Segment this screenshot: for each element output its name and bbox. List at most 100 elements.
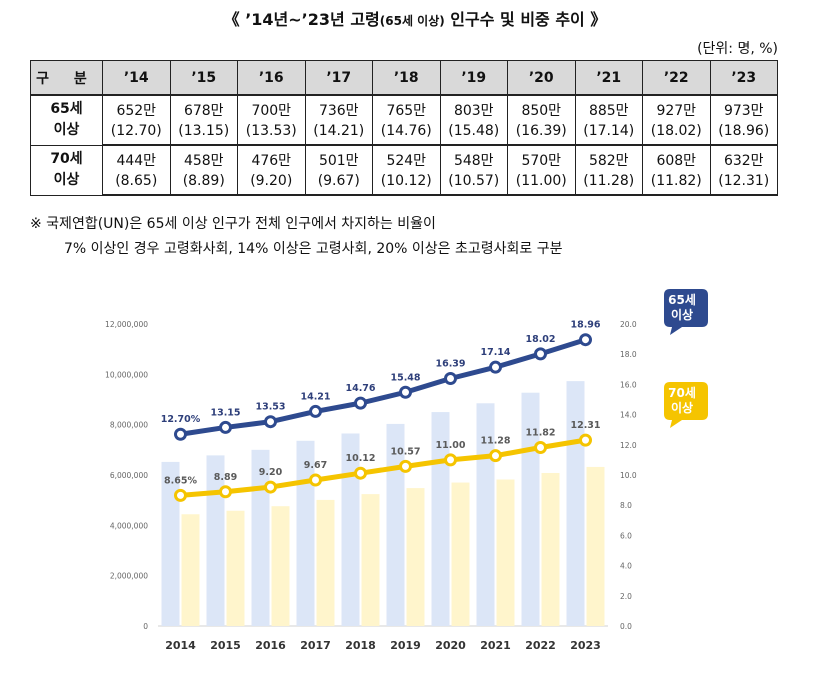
- row-label-line2: 이상: [53, 172, 80, 188]
- right-axis-tick-label: 14.0: [620, 411, 637, 420]
- title-text-end: 인구수 및 비중 추이 》: [444, 10, 607, 29]
- ratio-70-point: [264, 480, 277, 494]
- ratio-65-data-label: 18.96: [570, 320, 600, 331]
- left-axis-tick-label: 0: [143, 622, 148, 631]
- ratio-65-point: [219, 420, 232, 434]
- ratio-70-point: [219, 485, 232, 499]
- bar-65-population: [161, 461, 180, 626]
- table-cell: 700만: [237, 94, 306, 120]
- right-axis-tick-label: 18.0: [620, 350, 637, 359]
- footnote: ※ 국제연합(UN)은 65세 이상 인구가 전체 인구에서 차지하는 비율이 …: [30, 212, 563, 262]
- ratio-70-line: [180, 437, 586, 498]
- table-cell: (10.12): [372, 170, 441, 196]
- ratio-70-data-label: 8.65%: [164, 475, 197, 486]
- left-axis-tick-label: 4,000,000: [110, 521, 148, 530]
- ratio-65-data-label: 17.14: [480, 347, 510, 358]
- left-axis-tick-label: 12,000,000: [105, 320, 148, 329]
- right-axis-tick-label: 20.0: [620, 320, 637, 329]
- ratio-65-point: [174, 427, 187, 441]
- bar-70-population: [271, 506, 290, 626]
- bar-70-population: [406, 488, 425, 626]
- table-row-70-counts: 70세 이상 444만 458만 476만 501만 524만 548만 570만…: [30, 144, 778, 196]
- table-header-year: ’18: [372, 60, 441, 96]
- ratio-65-data-label: 14.76: [345, 383, 375, 394]
- table-cell: 973만: [709, 94, 778, 120]
- table-cell: (8.89): [169, 170, 238, 196]
- ratio-70-data-label: 10.12: [345, 453, 375, 464]
- ratio-70-data-label: 12.31: [570, 420, 600, 431]
- bar-70-population: [586, 466, 605, 626]
- x-axis-tick-label: 2014: [165, 639, 196, 652]
- ratio-65-callout-line2: 이상: [671, 307, 693, 322]
- ratio-70-callout-line2: 이상: [671, 400, 693, 415]
- table-cell: (11.82): [642, 170, 711, 196]
- table-cell: 927만: [642, 94, 711, 120]
- ratio-65-point: [489, 360, 502, 374]
- ratio-65-callout: [662, 289, 708, 335]
- table-cell: 632만: [709, 144, 778, 170]
- row-label-65: 65세 이상: [30, 94, 103, 146]
- right-axis-tick-label: 0.0: [620, 622, 632, 631]
- table-cell: (13.53): [237, 120, 306, 146]
- ratio-65-point: [534, 347, 547, 361]
- left-axis-tick-label: 2,000,000: [110, 572, 148, 581]
- bar-70-population: [361, 494, 380, 626]
- bar-70-population: [496, 479, 515, 626]
- right-axis-tick-label: 4.0: [620, 562, 632, 571]
- table-cell: (13.15): [169, 120, 238, 146]
- table-cell: 652만: [102, 94, 171, 120]
- ratio-70-point: [174, 488, 187, 502]
- ratio-70-data-label: 11.00: [435, 440, 465, 451]
- table-cell: (9.20): [237, 170, 306, 196]
- table-cell: 885만: [574, 94, 643, 120]
- x-axis-tick-label: 2021: [480, 639, 511, 652]
- ratio-70-data-label: 9.20: [259, 467, 283, 478]
- bar-65-population: [206, 455, 225, 626]
- ratio-70-point: [534, 441, 547, 455]
- right-axis-tick-label: 8.0: [620, 501, 632, 510]
- ratio-65-point: [579, 333, 592, 347]
- footnote-line1: ※ 국제연합(UN)은 65세 이상 인구가 전체 인구에서 차지하는 비율이: [30, 216, 436, 232]
- ratio-65-point: [264, 415, 277, 429]
- row-label-line1: 65세: [50, 101, 83, 118]
- ratio-70-point: [579, 433, 592, 447]
- ratio-70-point: [489, 449, 502, 463]
- table-header-year: ’16: [237, 60, 306, 96]
- ratio-65-data-label: 18.02: [525, 334, 555, 345]
- bar-65-population: [341, 433, 360, 626]
- ratio-70-point: [309, 473, 322, 487]
- table-cell: 524만: [372, 144, 441, 170]
- ratio-65-data-label: 13.15: [210, 407, 240, 418]
- table-cell: 444만: [102, 144, 171, 170]
- ratio-65-callout-line1: 65세: [668, 292, 696, 307]
- ratio-70-callout-line1: 70세: [668, 385, 696, 400]
- table-row-70-ratios: (8.65) (8.89) (9.20) (9.67) (10.12) (10.…: [31, 170, 778, 196]
- x-axis-tick-label: 2022: [525, 639, 556, 652]
- table-header-year: ’15: [169, 60, 238, 96]
- table-cell: 548만: [439, 144, 508, 170]
- table-cell: 736만: [304, 94, 373, 120]
- ratio-70-point: [354, 466, 367, 480]
- x-axis-tick-label: 2018: [345, 639, 376, 652]
- bar-65-population: [386, 423, 405, 626]
- table-header-year: ’23: [709, 60, 778, 96]
- ratio-70-data-label: 11.28: [480, 436, 510, 447]
- x-axis-tick-label: 2020: [435, 639, 466, 652]
- bar-65-population: [431, 412, 450, 626]
- ratio-70-data-label: 11.82: [525, 428, 555, 439]
- table-cell: (17.14): [574, 120, 643, 146]
- ratio-65-data-label: 16.39: [435, 359, 465, 370]
- table-cell: 501만: [304, 144, 373, 170]
- table-cell: (18.02): [642, 120, 711, 146]
- right-axis-tick-label: 2.0: [620, 592, 632, 601]
- table-header-year: ’22: [642, 60, 711, 96]
- bar-65-population: [296, 440, 315, 626]
- table-cell: 458만: [169, 144, 238, 170]
- table-cell: (12.31): [709, 170, 778, 196]
- x-axis-tick-label: 2016: [255, 639, 286, 652]
- table-row-65-ratios: (12.70) (13.15) (13.53) (14.21) (14.76) …: [31, 120, 778, 146]
- table-header-year: ’19: [439, 60, 508, 96]
- right-axis-tick-label: 6.0: [620, 531, 632, 540]
- ratio-70-callout: [662, 382, 708, 428]
